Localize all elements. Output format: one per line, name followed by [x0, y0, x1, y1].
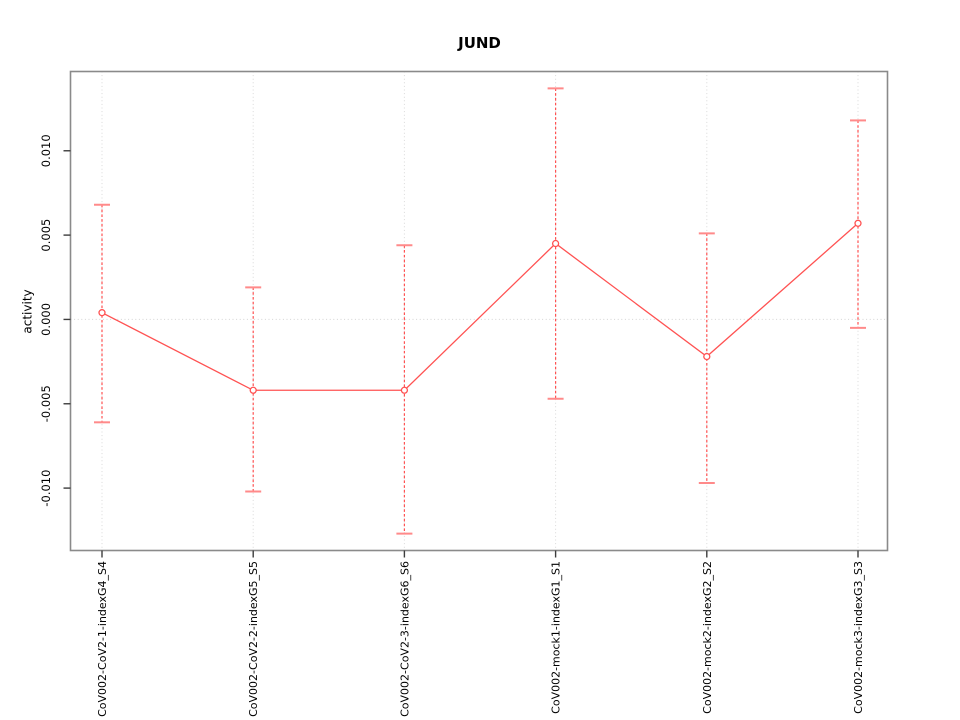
plot-border — [69, 70, 889, 552]
data-point — [703, 352, 711, 361]
data-point — [854, 219, 862, 227]
data-point — [400, 386, 409, 394]
y-axis-label: activity — [21, 289, 35, 333]
x-tick-label: CoV002-CoV2-3-indexG6_S6 — [398, 561, 411, 717]
data-point — [249, 386, 257, 394]
y-tick-label: 0.005 — [39, 219, 53, 252]
x-tick-label: CoV002-CoV2-2-indexG5_S5 — [247, 561, 260, 717]
y-tick-label: 0.010 — [39, 134, 53, 167]
x-tick-label: CoV002-mock3-indexG3_S3 — [852, 561, 865, 714]
x-tick-label: CoV002-mock1-indexG1_S1 — [550, 561, 563, 714]
x-tick-label: CoV002-mock2-indexG2_S2 — [701, 561, 714, 714]
x-tick-label: CoV002-CoV2-1-indexG4_S4 — [96, 561, 109, 717]
y-tick-label: 0.000 — [39, 303, 53, 336]
data-point — [551, 239, 560, 248]
y-tick-label: -0.005 — [39, 385, 53, 422]
y-tick-label: -0.010 — [39, 470, 53, 507]
series-line — [101, 222, 859, 391]
chart-title: JUND — [457, 34, 501, 52]
data-point — [98, 309, 106, 317]
plot-area: -0.010 -0.005 0.000 0.005 0.010 CoV002-CoV2-1… — [39, 70, 889, 717]
